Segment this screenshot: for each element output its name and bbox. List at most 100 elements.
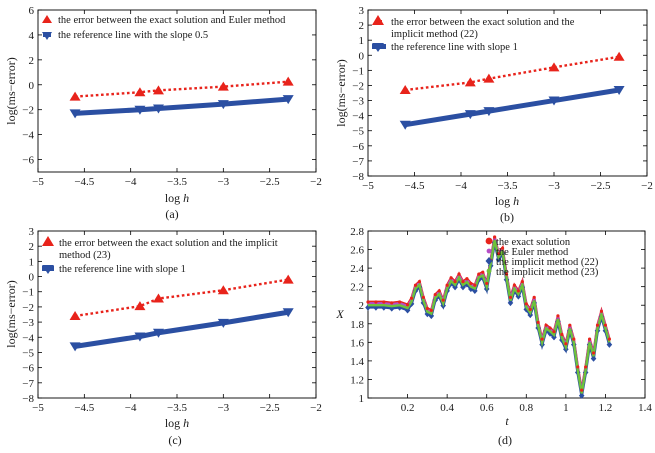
x-tick-label: −3.5 [167,176,187,188]
legend: the error between the exact solution and… [42,15,286,41]
legend-marker-implicit22 [485,257,493,265]
reference-point [282,308,294,318]
legend-label-implicit22: the implicit method (22) [496,257,599,268]
implicit22-point [515,293,522,300]
ticks: −5 −4.5 −4 −3.5 −3 −2.5 −2 −8 −7 −6 −5 −4 −3 −2 −1 0 1 2 3 [22,226,322,414]
exact-point [568,323,572,327]
panel-caption: (d) [498,433,512,447]
x-tick-label: −3 [217,176,229,188]
x-tick-label: 0.2 [401,402,415,414]
x-tick-label: 0.6 [480,402,494,414]
error-point [69,311,81,321]
x-tick-label: −5 [32,176,44,188]
legend-marker-reference [42,32,52,40]
x-tick-label: 1.2 [599,402,613,414]
panel-c: −5 −4.5 −4 −3.5 −3 −2.5 −2 −8 −7 −6 −5 −4 −3 −2 −1 0 1 2 3… [4,226,322,447]
y-tick-label: 2.2 [350,282,364,294]
exact-point [580,388,584,392]
exact-point [536,320,540,324]
exact-point [477,272,481,276]
y-tick-label: 3 [359,5,365,17]
exact-point [524,302,528,306]
x-tick-label: −4 [125,402,137,414]
reference-point [134,332,146,342]
legend-label-reference: the reference line with the slope 0.5 [58,30,208,41]
exact-point [591,351,596,355]
y-tick-label: 3 [29,226,35,238]
y-tick-label: −3 [22,317,34,329]
plot-frame [37,9,317,173]
exact-point [409,296,414,300]
reference-point [217,318,229,328]
exact-point [405,303,410,307]
implicit22-point [507,299,514,307]
y-tick-label: −1 [352,65,364,77]
x-tick-label: 1.4 [638,402,652,414]
x-tick-label: −2 [641,180,653,192]
legend-marker-error [42,236,54,246]
reference-point [464,110,476,120]
legend-marker-euler [486,248,492,254]
x-tick-label: −2.5 [260,176,280,188]
x-axis-label: t [505,414,509,428]
exact-point [599,309,604,313]
implicit22-point [472,287,478,295]
implicit23-line [368,240,611,394]
y-tick-label: 2 [29,55,35,67]
exact-point [588,337,592,341]
y-tick-label: −5 [352,126,364,138]
panel-caption: (b) [500,210,514,224]
error-point [134,301,146,311]
exact-point [496,252,501,256]
exact-point [441,298,445,302]
legend-marker-reference [42,265,54,274]
y-tick-label: −2 [352,80,364,92]
x-tick-label: −3 [217,402,229,414]
exact-point [576,365,580,369]
y-tick-label: −2 [22,105,34,117]
exact-point [449,276,453,280]
y-tick-label: 2.8 [350,226,364,238]
exact-point [504,272,509,276]
y-tick-label: 1.4 [350,356,364,368]
y-tick-label: 6 [29,5,35,17]
x-tick-label: −3.5 [498,180,518,192]
x-tick-label: 0.4 [440,402,454,414]
exact-point [366,300,370,304]
y-tick-label: 0 [29,80,35,92]
x-axis-label: log h [165,191,189,205]
y-tick-label: 1 [359,35,365,47]
exact-point [433,292,437,297]
exact-point [528,307,532,311]
ticks: 0.2 0.4 0.6 0.8 1 1.2 1.4 1 1.2 1.4 1.6 1.8 2 2.2 2.4 2… [350,226,652,414]
y-tick-label: −1 [22,287,34,299]
exact-point [572,337,576,341]
reference-point [282,95,294,105]
exact-point [469,281,473,286]
exact-point [398,300,402,304]
y-tick-label: 2 [29,241,35,253]
y-tick-label: 2.4 [350,263,364,275]
reference-point [483,107,495,117]
exact-point [500,246,505,250]
y-tick-label: 1 [29,256,35,268]
y-tick-label: −6 [22,155,34,167]
exact-point [382,300,386,304]
error-point [483,73,495,83]
y-tick-label: 0 [29,272,35,284]
error-point [217,285,229,295]
error-series-markers [69,274,294,321]
y-tick-label: −4 [352,111,364,123]
error-point [282,76,294,86]
x-tick-label: −4 [455,180,467,192]
exact-point [520,279,524,284]
exact-point [544,323,548,327]
implicit22-point [578,392,585,399]
x-tick-label: −5 [32,402,44,414]
x-tick-label: 1 [563,402,569,414]
legend-label-reference: the reference line with slope 1 [391,42,518,53]
x-tick-label: −4.5 [74,402,94,414]
exact-point [595,323,600,327]
exact-point [607,337,611,341]
